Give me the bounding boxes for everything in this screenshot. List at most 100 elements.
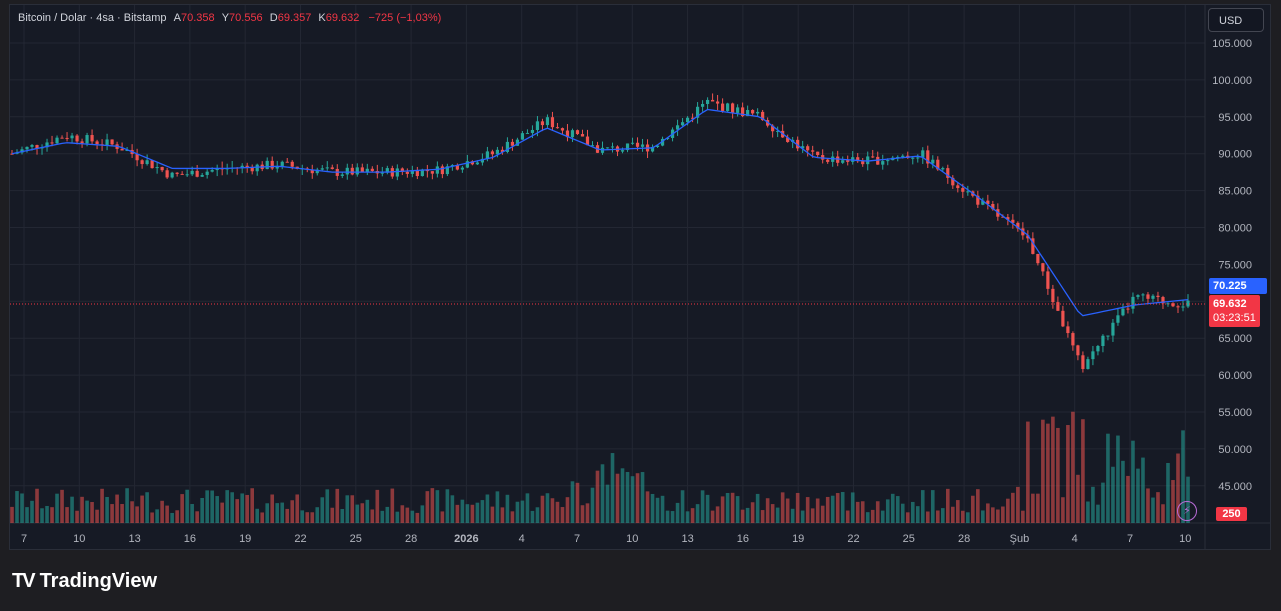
- volume-bar: [270, 494, 275, 523]
- volume-bar: [1011, 492, 1015, 523]
- volume-bar: [530, 510, 535, 523]
- candle-body: [170, 172, 174, 178]
- y-tick-label: 80.000: [1218, 223, 1252, 235]
- candle-body: [1006, 217, 1010, 220]
- candle-body: [1131, 296, 1135, 309]
- chart-panel[interactable]: 105.000 100.000 95.000 90.000 85.000 80.000 75…: [9, 4, 1271, 550]
- high-value: 70.556: [229, 12, 263, 24]
- volume-bar: [1041, 419, 1045, 523]
- candle-body: [340, 174, 344, 176]
- volume-bar: [610, 453, 615, 523]
- volume-bar: [115, 494, 119, 523]
- candle-body: [450, 165, 454, 167]
- candle-body: [440, 166, 444, 175]
- volume-bar: [35, 488, 39, 523]
- volume-bar: [155, 509, 159, 523]
- volume-bar: [485, 494, 490, 523]
- volume-bar: [905, 512, 910, 523]
- candle-body: [80, 141, 84, 144]
- volume-bar: [470, 504, 475, 523]
- candle-body: [685, 117, 690, 123]
- volume-bar: [991, 507, 995, 523]
- volume-bar: [385, 506, 390, 523]
- candle-body: [856, 157, 860, 162]
- volume-bar: [720, 496, 725, 523]
- volume-bar: [305, 512, 310, 523]
- candle-body: [465, 161, 469, 168]
- candle-body: [525, 132, 530, 134]
- volume-bar: [535, 507, 540, 523]
- volume-bar: [770, 504, 775, 523]
- volume-bar: [1156, 492, 1160, 523]
- volume-bar: [635, 473, 640, 523]
- volume-bar: [315, 507, 320, 523]
- currency-button[interactable]: USD: [1208, 8, 1264, 32]
- candle-body: [700, 103, 705, 107]
- volume-bar: [330, 507, 335, 523]
- volume-bar: [835, 493, 840, 523]
- volume-bar: [645, 491, 650, 523]
- volume-bar: [515, 501, 520, 523]
- volume-bar: [860, 501, 865, 523]
- last-price-tag: 69.632 03:23:51: [1209, 295, 1260, 327]
- volume-bar: [930, 490, 935, 523]
- symbol-label[interactable]: Bitcoin / Dolar · 4sa · Bitstamp: [18, 12, 167, 24]
- candle-body: [1011, 219, 1015, 223]
- candle-body: [1176, 306, 1180, 308]
- volume-bar: [800, 510, 805, 523]
- candle-body: [165, 170, 169, 178]
- candle-body: [275, 166, 279, 169]
- candle-body: [861, 161, 865, 165]
- volume-bar: [405, 507, 410, 523]
- x-tick-label: 10: [626, 533, 638, 545]
- lightning-icon[interactable]: ⚡: [1177, 501, 1197, 521]
- candle-body: [185, 174, 189, 176]
- candle-body: [255, 164, 259, 172]
- volume-bar: [1121, 460, 1125, 523]
- volume-bar: [370, 509, 375, 523]
- candle-body: [420, 169, 424, 177]
- volume-bar: [390, 488, 395, 523]
- candle-body: [85, 135, 89, 144]
- volume-bar: [15, 491, 19, 523]
- volume-bar: [225, 490, 229, 523]
- candle-body: [796, 139, 800, 149]
- volume-bar: [650, 493, 655, 523]
- volume-bar: [420, 505, 425, 523]
- y-tick-label: 65.000: [1218, 333, 1252, 345]
- volume-bar: [575, 482, 580, 523]
- candle-body: [660, 138, 665, 146]
- volume-bar: [320, 497, 325, 523]
- volume-bar: [1176, 453, 1180, 523]
- x-tick-label: 10: [73, 533, 85, 545]
- volume-bar: [380, 510, 385, 523]
- candle-body: [751, 110, 755, 114]
- volume-bar: [340, 509, 345, 523]
- volume-bar: [1171, 480, 1175, 523]
- volume-bar: [1186, 476, 1190, 523]
- volume-bar: [360, 503, 365, 523]
- tradingview-brand[interactable]: TV TradingView: [12, 570, 157, 593]
- volume-bar: [1051, 416, 1055, 523]
- candle-body: [1116, 315, 1120, 323]
- candle-body: [90, 135, 94, 142]
- candle-body: [991, 203, 995, 210]
- candle-body: [1046, 271, 1050, 289]
- candle-body: [35, 145, 39, 149]
- candle-body: [1086, 359, 1090, 369]
- candle-body: [690, 117, 695, 119]
- volume-bar: [976, 489, 980, 523]
- volume-bar: [1056, 427, 1060, 523]
- candle-body: [410, 170, 414, 174]
- volume-bar: [430, 488, 435, 523]
- candle-body: [105, 139, 109, 146]
- volume-bar: [410, 510, 415, 523]
- volume-bar: [240, 493, 244, 523]
- candle-body: [976, 195, 980, 205]
- volume-bar: [595, 470, 600, 523]
- candle-body: [70, 135, 74, 139]
- candle-body: [665, 137, 670, 139]
- candle-body: [455, 165, 459, 170]
- price-chart[interactable]: 105.000100.00095.00090.00085.00080.00075…: [10, 5, 1270, 549]
- candle-body: [1186, 300, 1190, 307]
